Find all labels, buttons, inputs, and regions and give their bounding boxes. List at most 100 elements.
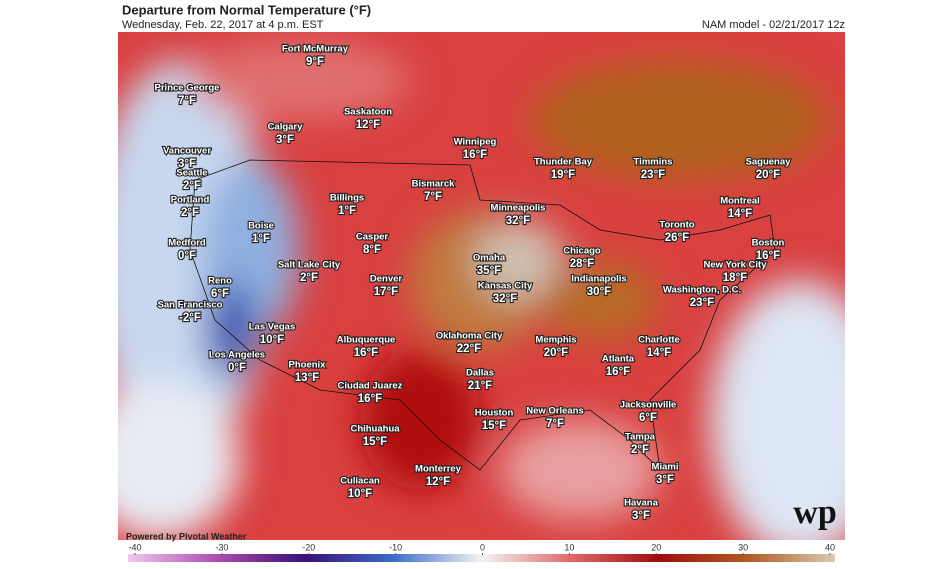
city-name: Boston xyxy=(752,238,785,249)
city-departure: 16°F xyxy=(358,393,382,405)
city-name: Chicago xyxy=(563,246,601,257)
city-departure: -2°F xyxy=(179,312,201,324)
city-name: Kansas City xyxy=(478,281,533,292)
city-departure: 12°F xyxy=(356,119,380,131)
city-name: Indianapolis xyxy=(571,274,626,285)
city-departure: 14°F xyxy=(647,347,671,359)
city-name: Jacksonville xyxy=(620,400,677,411)
city-name: Calgary xyxy=(268,122,304,133)
city-departure: 21°F xyxy=(468,380,492,392)
city-name: New York City xyxy=(703,260,767,271)
city-name: Houston xyxy=(475,408,514,419)
city-departure: 19°F xyxy=(551,169,575,181)
city-name: Fort McMurray xyxy=(282,44,349,55)
city-departure: 6°F xyxy=(211,288,229,300)
colorbar-tick-label: 30 xyxy=(738,542,748,552)
city-name: Oklahoma City xyxy=(436,331,503,342)
city-name: Charlotte xyxy=(638,335,680,346)
city-name: Medford xyxy=(168,238,206,249)
city-departure: 32°F xyxy=(506,215,530,227)
city-departure: 3°F xyxy=(276,134,294,146)
city-name: Chihuahua xyxy=(350,424,400,435)
city-departure: 1°F xyxy=(338,205,356,217)
city-name: Boise xyxy=(248,221,274,232)
colorbar-tick-label: 40 xyxy=(825,542,835,552)
city-name: Prince George xyxy=(155,83,220,94)
model-label: NAM model - 02/21/2017 12z xyxy=(702,19,845,31)
city-name: Saskatoon xyxy=(344,107,392,118)
city-departure: 17°F xyxy=(374,286,398,298)
city-name: Denver xyxy=(370,274,403,285)
city-name: Washington, D.C. xyxy=(663,285,741,296)
city-departure: 10°F xyxy=(348,488,372,500)
credit: Powered by Pivotal Weather xyxy=(126,531,247,541)
city-name: Los Angeles xyxy=(209,350,265,361)
map-field xyxy=(118,32,845,540)
city-name: Omaha xyxy=(473,253,506,264)
city-name: Tampa xyxy=(625,432,656,443)
city-departure: 3°F xyxy=(178,158,196,170)
city-name: Memphis xyxy=(535,335,576,346)
city-departure: 3°F xyxy=(656,474,674,486)
city-name: New Orleans xyxy=(526,406,584,417)
city-name: Miami xyxy=(652,462,679,473)
city-name: Phoenix xyxy=(289,360,327,371)
colorbar-tick-label: 20 xyxy=(651,542,661,552)
city-departure: 1°F xyxy=(252,233,270,245)
colorbar-tick-label: -10 xyxy=(389,542,402,552)
city-departure: 3°F xyxy=(632,510,650,522)
city-name: Thunder Bay xyxy=(534,157,593,168)
city-name: Montreal xyxy=(720,196,760,207)
city-name: Seattle xyxy=(176,168,207,179)
city-departure: 13°F xyxy=(295,372,319,384)
city-departure: 7°F xyxy=(178,95,196,107)
city-departure: 12°F xyxy=(426,476,450,488)
city-name: Timmins xyxy=(634,157,673,168)
city-departure: 32°F xyxy=(493,293,517,305)
city-name: Casper xyxy=(356,232,389,243)
city-name: Winnipeg xyxy=(454,137,497,148)
city-name: Atlanta xyxy=(602,354,635,365)
city-departure: 0°F xyxy=(178,250,196,262)
colorbar-tick-label: -20 xyxy=(302,542,315,552)
city-departure: 16°F xyxy=(354,347,378,359)
city-departure: 20°F xyxy=(756,169,780,181)
city-departure: 35°F xyxy=(477,265,501,277)
colorbar-tick-label: 10 xyxy=(564,542,574,552)
city-name: Havana xyxy=(624,498,659,509)
city-departure: 23°F xyxy=(641,169,665,181)
colorbar-tick-label: -40 xyxy=(128,542,141,552)
map-subtitle: Wednesday, Feb. 22, 2017 at 4 p.m. EST xyxy=(122,19,324,31)
colorbar-ticks: -40 -30 -20 -10 0 10 20 30 40 xyxy=(128,542,835,555)
city-name: Reno xyxy=(208,276,232,287)
city-departure: 14°F xyxy=(728,208,752,220)
city-departure: 16°F xyxy=(606,366,630,378)
city-departure: 2°F xyxy=(181,207,199,219)
city-name: Portland xyxy=(171,195,210,206)
city-name: San Francisco xyxy=(158,300,223,311)
city-departure: 30°F xyxy=(587,286,611,298)
logo: wp xyxy=(793,494,836,531)
city-departure: 26°F xyxy=(665,232,689,244)
colorbar xyxy=(128,554,835,562)
city-departure: 10°F xyxy=(260,334,284,346)
city-name: Bismarck xyxy=(412,179,455,190)
city-departure: 2°F xyxy=(300,272,318,284)
city-departure: 28°F xyxy=(570,258,594,270)
city-name: Toronto xyxy=(659,220,694,231)
city-departure: 18°F xyxy=(723,272,747,284)
city-departure: 6°F xyxy=(639,412,657,424)
city-name: Las Vegas xyxy=(249,322,295,333)
city-departure: 2°F xyxy=(631,444,649,456)
city-departure: 2°F xyxy=(183,180,201,192)
city-name: Billings xyxy=(330,193,364,204)
city-departure: 15°F xyxy=(363,436,387,448)
city-name: Minneapolis xyxy=(491,203,546,214)
city-departure: 22°F xyxy=(457,343,481,355)
colorbar-tick-label: 0 xyxy=(480,542,485,552)
city-departure: 15°F xyxy=(482,420,506,432)
city-departure: 8°F xyxy=(363,244,381,256)
city-departure: 7°F xyxy=(424,191,442,203)
city-name: Monterrey xyxy=(415,464,462,475)
